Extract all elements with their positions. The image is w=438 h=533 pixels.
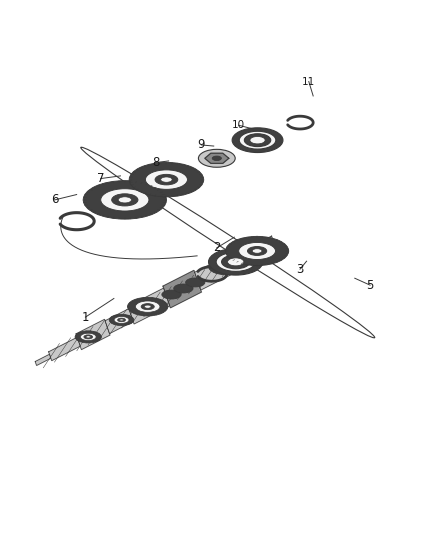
- Polygon shape: [35, 354, 51, 366]
- Ellipse shape: [244, 134, 271, 147]
- Ellipse shape: [220, 264, 232, 269]
- Text: 7: 7: [97, 172, 105, 185]
- Ellipse shape: [84, 335, 92, 339]
- Ellipse shape: [155, 174, 178, 185]
- Polygon shape: [194, 252, 241, 290]
- Ellipse shape: [145, 305, 151, 308]
- Ellipse shape: [86, 336, 90, 338]
- Polygon shape: [205, 154, 229, 163]
- Ellipse shape: [135, 301, 160, 312]
- Ellipse shape: [226, 237, 289, 265]
- Text: 1: 1: [81, 311, 89, 324]
- Text: 2: 2: [213, 241, 221, 254]
- Ellipse shape: [216, 252, 255, 271]
- Ellipse shape: [198, 149, 235, 167]
- Polygon shape: [49, 337, 80, 361]
- Ellipse shape: [212, 156, 221, 160]
- Ellipse shape: [239, 243, 276, 260]
- Ellipse shape: [109, 314, 134, 326]
- Text: 6: 6: [51, 193, 59, 206]
- Ellipse shape: [80, 333, 96, 341]
- Ellipse shape: [112, 194, 138, 206]
- Ellipse shape: [145, 170, 187, 189]
- Text: 11: 11: [302, 77, 315, 86]
- Text: 9: 9: [198, 139, 205, 151]
- Ellipse shape: [129, 163, 204, 197]
- Ellipse shape: [239, 131, 276, 149]
- Polygon shape: [76, 319, 110, 350]
- Ellipse shape: [101, 189, 149, 211]
- Ellipse shape: [114, 317, 129, 324]
- Text: 8: 8: [152, 156, 159, 169]
- Ellipse shape: [120, 319, 124, 321]
- Ellipse shape: [222, 255, 250, 269]
- Ellipse shape: [223, 265, 229, 268]
- Ellipse shape: [127, 297, 168, 316]
- Text: 5: 5: [367, 279, 374, 292]
- Ellipse shape: [118, 197, 131, 203]
- Ellipse shape: [208, 249, 263, 275]
- Ellipse shape: [174, 284, 193, 293]
- Ellipse shape: [162, 290, 181, 299]
- Text: 3: 3: [297, 263, 304, 276]
- Ellipse shape: [208, 259, 244, 275]
- Ellipse shape: [161, 177, 172, 182]
- Ellipse shape: [83, 181, 166, 219]
- Ellipse shape: [228, 258, 244, 266]
- Text: 10: 10: [232, 120, 245, 130]
- Polygon shape: [128, 288, 170, 324]
- Polygon shape: [163, 270, 201, 308]
- Ellipse shape: [252, 249, 262, 253]
- Ellipse shape: [141, 304, 154, 310]
- Ellipse shape: [186, 278, 205, 287]
- Polygon shape: [105, 309, 133, 334]
- Ellipse shape: [250, 136, 265, 144]
- Ellipse shape: [215, 262, 237, 272]
- Ellipse shape: [247, 247, 267, 255]
- Polygon shape: [236, 236, 276, 267]
- Ellipse shape: [117, 318, 125, 322]
- Ellipse shape: [232, 128, 283, 152]
- Ellipse shape: [75, 331, 101, 343]
